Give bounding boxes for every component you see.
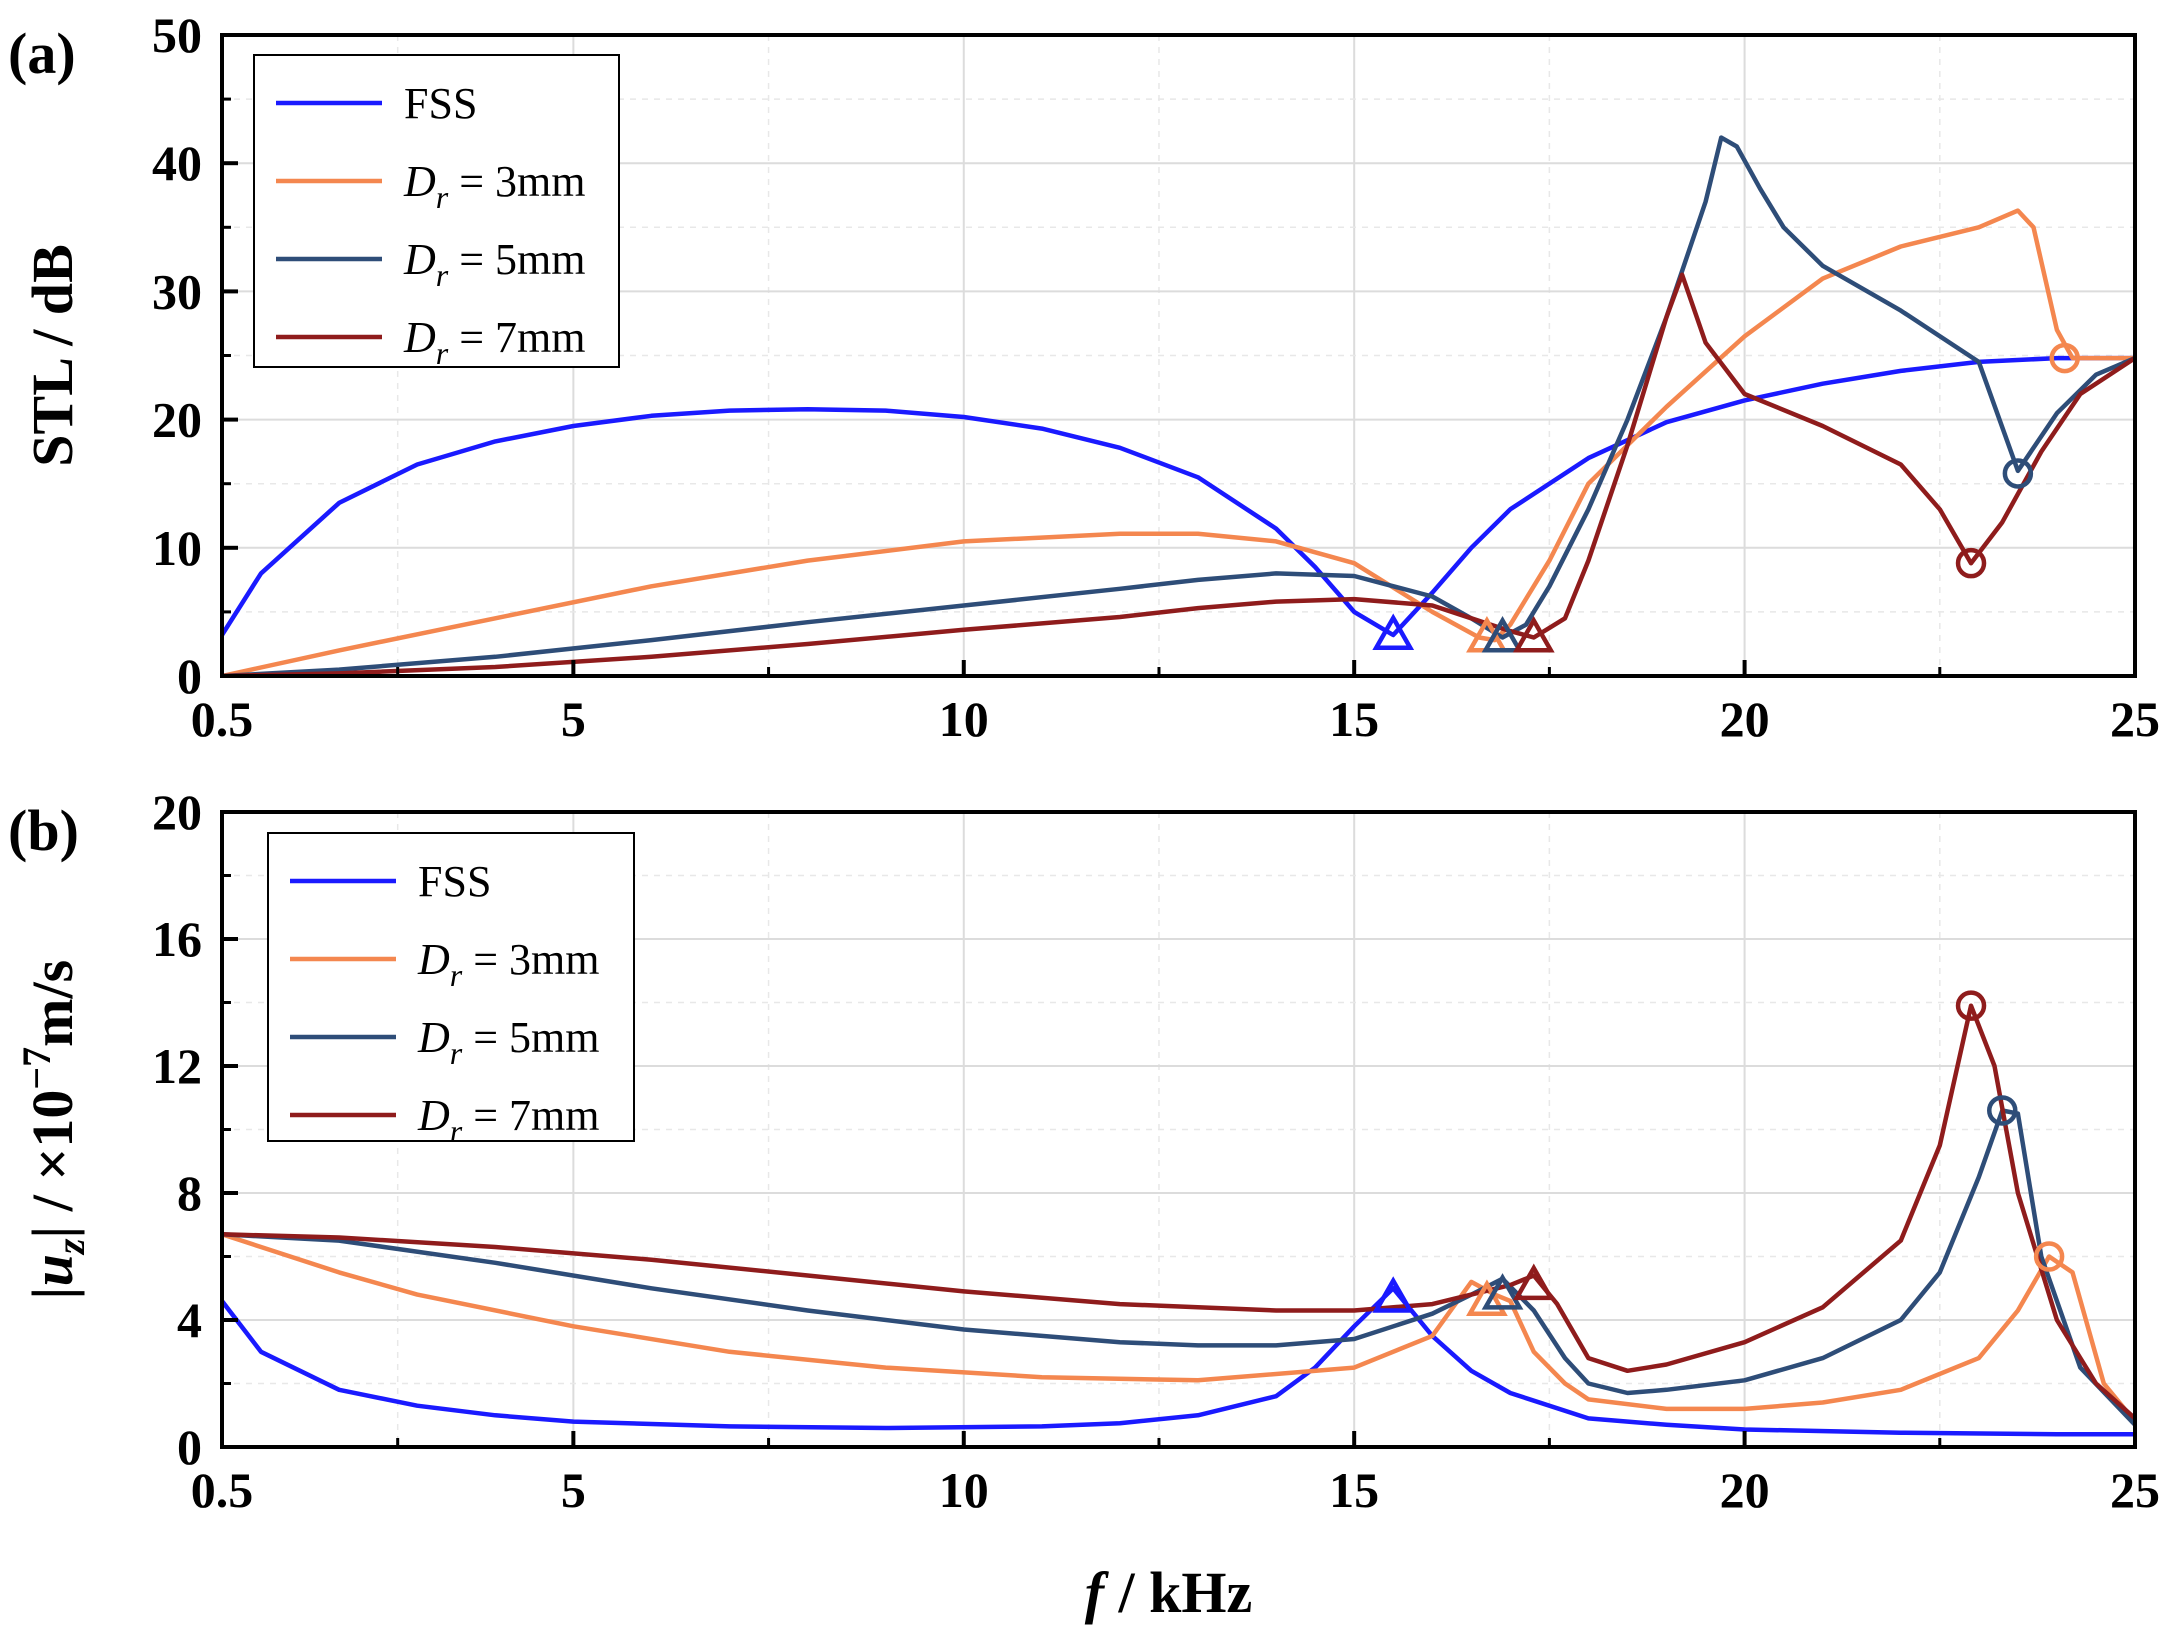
legend-label-sub: r bbox=[450, 957, 463, 993]
legend-label-value: = 5mm bbox=[462, 1013, 599, 1062]
chart-panel-1: 0.5 5 10 15 20 25 0 10 20 30 40 50 (a) STL / dB FSS Dr … bbox=[8, 7, 2160, 747]
legend-label-3: Dr = 5mm bbox=[403, 235, 586, 293]
x-tick-label: 20 bbox=[1720, 1462, 1770, 1518]
triangle-marker bbox=[1372, 1276, 1415, 1313]
y-tick-label: 0 bbox=[177, 648, 202, 704]
legend-label-name: FSS bbox=[404, 79, 477, 128]
legend-label-sub: r bbox=[450, 1035, 463, 1071]
x-axis-title: f / kHz bbox=[1085, 1560, 1253, 1625]
legend-label-value: = 5mm bbox=[448, 235, 585, 284]
legend-box bbox=[253, 54, 620, 368]
y-tick-label: 16 bbox=[152, 911, 202, 967]
triangle-marker bbox=[1512, 616, 1555, 653]
y-axis-title: STL / dB bbox=[20, 244, 85, 466]
y-axis-title-sup: −7 bbox=[14, 1047, 59, 1090]
legend-label-1: FSS bbox=[418, 857, 491, 906]
legend-label-4: Dr = 7mm bbox=[403, 313, 586, 371]
y-axis-title-main: |u bbox=[20, 1254, 85, 1299]
legend-label-value: = 7mm bbox=[448, 313, 585, 362]
x-tick-label: 15 bbox=[1329, 691, 1379, 747]
series-line-2 bbox=[222, 1232, 2135, 1424]
y-axis-title: |uz| / ×10−7m/s bbox=[14, 960, 93, 1299]
legend-label-var: D bbox=[403, 235, 436, 284]
legend-box bbox=[267, 832, 635, 1142]
legend-label-name: FSS bbox=[418, 857, 491, 906]
triangle-marker bbox=[1466, 1279, 1508, 1316]
panel-label: (b) bbox=[8, 798, 79, 863]
legend-label-1: FSS bbox=[404, 79, 477, 128]
legend-label-value: = 3mm bbox=[462, 935, 599, 984]
x-tick-label: 25 bbox=[2110, 1462, 2160, 1518]
x-tick-label: 25 bbox=[2110, 691, 2160, 747]
triangle-marker bbox=[1372, 613, 1415, 650]
legend-label-sub: r bbox=[436, 179, 449, 215]
legend-label-value: = 7mm bbox=[462, 1091, 599, 1140]
y-tick-label: 10 bbox=[152, 520, 202, 576]
x-tick-label: 10 bbox=[939, 691, 989, 747]
triangle-marker bbox=[1481, 1273, 1524, 1310]
legend-label-var: D bbox=[417, 1013, 450, 1062]
series-group bbox=[222, 135, 2135, 676]
panel-label: (a) bbox=[8, 21, 76, 86]
y-axis-title-sub: z bbox=[48, 1238, 93, 1256]
circle-marker bbox=[2049, 342, 2080, 374]
legend-label-var: D bbox=[417, 1091, 450, 1140]
legend-label-var: D bbox=[403, 157, 436, 206]
circle-marker bbox=[1987, 1095, 2018, 1126]
circle-marker bbox=[1955, 990, 1987, 1021]
legend-label-4: Dr = 7mm bbox=[417, 1091, 600, 1149]
legend-label-sub: r bbox=[436, 257, 449, 293]
x-tick-label: 20 bbox=[1720, 691, 1770, 747]
triangle-marker bbox=[1481, 616, 1524, 653]
legend-label-sub: r bbox=[450, 1113, 463, 1149]
x-axis-title-unit: / kHz bbox=[1104, 1560, 1252, 1625]
y-tick-label: 20 bbox=[152, 392, 202, 448]
legend-label-3: Dr = 5mm bbox=[417, 1013, 600, 1071]
ticks bbox=[220, 810, 2137, 1449]
y-tick-label: 40 bbox=[152, 135, 202, 191]
y-tick-label: 8 bbox=[177, 1165, 202, 1221]
legend-label-var: D bbox=[403, 313, 436, 362]
circle-marker bbox=[1955, 547, 1987, 579]
circle-marker bbox=[2033, 1241, 2065, 1272]
series-group bbox=[222, 1003, 2135, 1437]
circle-marker bbox=[2002, 458, 2034, 489]
y-tick-label: 12 bbox=[152, 1038, 202, 1094]
series-line-4 bbox=[222, 272, 2135, 676]
y-tick-label: 0 bbox=[177, 1419, 202, 1475]
legend-label-sub: r bbox=[436, 335, 449, 371]
y-tick-label: 20 bbox=[152, 784, 202, 840]
x-tick-label: 10 bbox=[939, 1462, 989, 1518]
series-line-1 bbox=[222, 355, 2135, 638]
triangle-marker bbox=[1512, 1263, 1555, 1301]
chart-panel-2: 0.5 5 10 15 20 25 0 4 8 12 16 20 (b) |uz| / ×10−7m/s f… bbox=[8, 784, 2160, 1625]
y-tick-label: 4 bbox=[177, 1292, 202, 1348]
legend-label-2: Dr = 3mm bbox=[417, 935, 600, 993]
x-tick-label: 15 bbox=[1329, 1462, 1379, 1518]
x-tick-label: 5 bbox=[561, 691, 586, 747]
x-tick-label: 0.5 bbox=[191, 1462, 254, 1518]
legend-label-value: = 3mm bbox=[448, 157, 585, 206]
ticks bbox=[220, 33, 2137, 678]
y-tick-label: 50 bbox=[152, 7, 202, 63]
series-line-3 bbox=[222, 135, 2135, 676]
series-line-2 bbox=[222, 208, 2135, 676]
x-tick-label: 5 bbox=[561, 1462, 586, 1518]
legend-label-2: Dr = 3mm bbox=[403, 157, 586, 215]
series-line-3 bbox=[222, 1108, 2135, 1428]
y-axis-title-mid: | / ×10 bbox=[20, 1090, 85, 1239]
series-line-4 bbox=[222, 1003, 2135, 1421]
series-line-1 bbox=[222, 1286, 2135, 1437]
legend-label-var: D bbox=[417, 935, 450, 984]
x-tick-label: 0.5 bbox=[191, 691, 254, 747]
y-tick-label: 30 bbox=[152, 263, 202, 319]
y-axis-title-unit: m/s bbox=[20, 960, 85, 1047]
